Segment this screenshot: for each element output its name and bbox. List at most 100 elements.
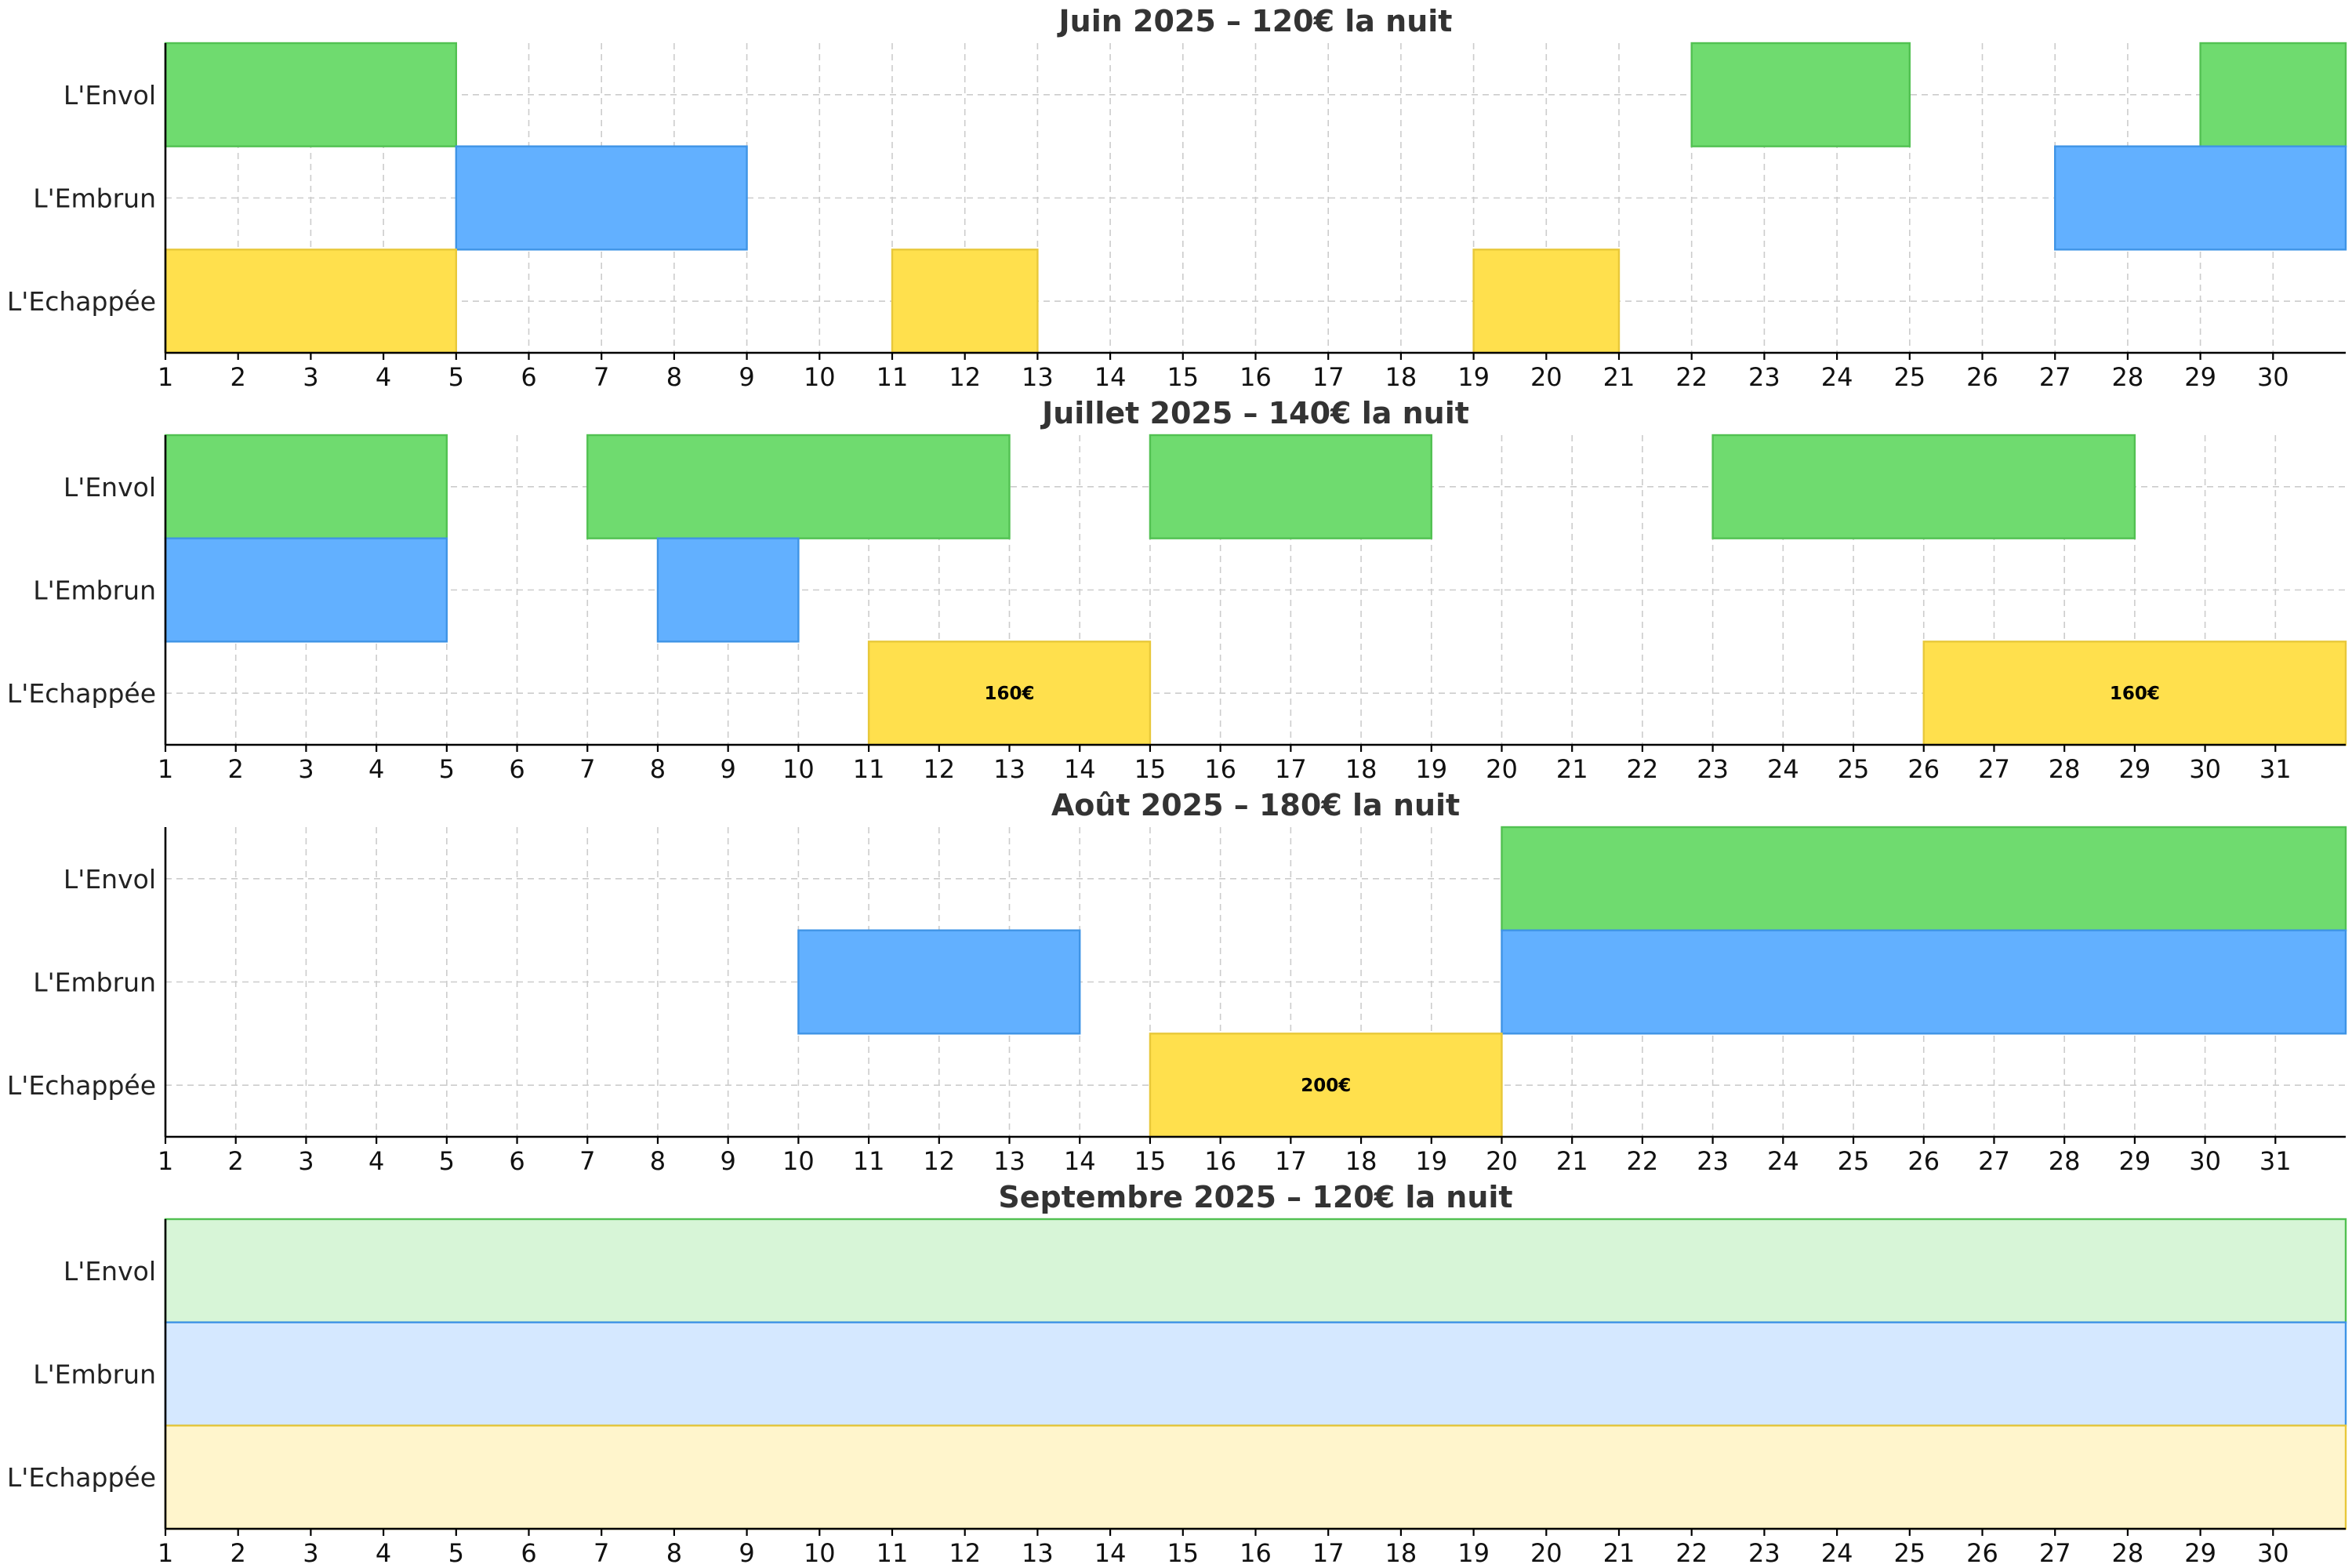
x-tick-label: 6 [521, 362, 536, 392]
booking-bar [1149, 434, 1432, 539]
x-tick-label: 18 [1345, 1146, 1377, 1176]
panel-title: Juillet 2025 – 140€ la nuit [1040, 396, 1469, 430]
x-tick-label: 16 [1204, 1146, 1236, 1176]
x-tick-label: 8 [666, 1538, 682, 1568]
x-tick-label: 22 [1675, 1538, 1708, 1568]
x-tick-label: 17 [1312, 1538, 1345, 1568]
x-tick-label: 18 [1345, 754, 1377, 784]
x-tick-label: 9 [739, 362, 754, 392]
x-tick-label: 9 [720, 754, 735, 784]
x-tick-label: 27 [1978, 1146, 2010, 1176]
x-tick-label: 6 [509, 754, 524, 784]
x-tick-label: 20 [1486, 1146, 1518, 1176]
x-tick-label: 12 [949, 362, 981, 392]
x-tick-label: 24 [1821, 1538, 1853, 1568]
x-tick-label: 29 [2119, 754, 2151, 784]
x-tick-label: 26 [1907, 1146, 1940, 1176]
x-tick-label: 23 [1697, 754, 1729, 784]
x-tick-label: 3 [303, 362, 318, 392]
booking-bar [2199, 42, 2347, 147]
x-tick-label: 5 [448, 1538, 464, 1568]
x-tick-label: 7 [579, 1146, 595, 1176]
x-tick-label: 11 [853, 754, 885, 784]
x-tick-label: 3 [303, 1538, 318, 1568]
booking-bar [1711, 434, 2136, 539]
x-tick-label: 23 [1748, 362, 1780, 392]
booking-price-label: 160€ [2110, 684, 2160, 704]
x-tick-label: 1 [158, 754, 173, 784]
x-tick-label: 15 [1167, 362, 1199, 392]
x-tick-label: 14 [1064, 754, 1096, 784]
x-tick-label: 1 [158, 362, 173, 392]
x-tick-label: 2 [228, 754, 244, 784]
x-tick-label: 5 [439, 1146, 455, 1176]
room-label: L'Embrun [33, 575, 156, 606]
x-tick-label: 28 [2049, 754, 2081, 784]
booking-bar [797, 929, 1081, 1035]
x-tick-label: 19 [1457, 362, 1490, 392]
x-tick-label: 11 [877, 362, 909, 392]
booking-bar [164, 42, 457, 147]
x-tick-label: 25 [1838, 1146, 1870, 1176]
booking-bar [867, 641, 1152, 746]
x-tick-label: 24 [1767, 1146, 1799, 1176]
x-tick-label: 30 [2189, 1146, 2221, 1176]
room-label: L'Envol [64, 80, 156, 111]
panel-3: Août 2025 – 180€ la nuit 200€ L'Envol L'Emb… [7, 788, 2347, 1176]
x-tick-label: 18 [1385, 1538, 1417, 1568]
x-tick-label: 14 [1094, 362, 1127, 392]
x-tick-label: 13 [1022, 1538, 1054, 1568]
x-tick-label: 30 [2189, 754, 2221, 784]
x-tick-label: 23 [1697, 1146, 1729, 1176]
x-tick-label: 19 [1457, 1538, 1490, 1568]
booking-bar [455, 145, 748, 251]
x-tick-label: 10 [804, 362, 836, 392]
x-tick-label: 3 [298, 754, 314, 784]
booking-bar [2053, 145, 2347, 251]
x-tick-label: 8 [650, 754, 666, 784]
x-tick-label: 10 [782, 1146, 815, 1176]
x-tick-label: 14 [1094, 1538, 1127, 1568]
x-tick-label: 27 [2039, 1538, 2071, 1568]
x-tick-label: 16 [1204, 754, 1236, 784]
x-tick-label: 26 [1966, 1538, 1998, 1568]
room-label: L'Echappée [7, 286, 156, 317]
x-tick-label: 31 [2259, 1146, 2292, 1176]
x-tick-label: 12 [923, 1146, 955, 1176]
x-tick-label: 6 [509, 1146, 524, 1176]
x-tick-label: 1 [158, 1146, 173, 1176]
room-label: L'Envol [64, 1256, 156, 1287]
booking-bar [586, 434, 1011, 539]
x-tick-label: 22 [1675, 362, 1708, 392]
x-tick-label: 30 [2257, 1538, 2289, 1568]
x-tick-label: 29 [2184, 1538, 2216, 1568]
booking-bar [1149, 1033, 1503, 1138]
booking-price-label: 200€ [1301, 1076, 1351, 1096]
booking-price-label: 160€ [985, 684, 1035, 704]
panel-title: Août 2025 – 180€ la nuit [1051, 788, 1460, 822]
booking-bar [1922, 641, 2347, 746]
booking-bar [164, 1321, 2347, 1427]
x-tick-label: 20 [1486, 754, 1518, 784]
x-tick-label: 2 [230, 362, 246, 392]
x-tick-label: 9 [720, 1146, 735, 1176]
x-tick-label: 4 [376, 362, 391, 392]
room-label: L'Echappée [7, 678, 156, 709]
x-tick-label: 29 [2184, 362, 2216, 392]
x-tick-label: 30 [2257, 362, 2289, 392]
booking-bar [1690, 42, 1911, 147]
room-label: L'Envol [64, 472, 156, 503]
x-tick-label: 22 [1627, 754, 1659, 784]
panel-1: Juin 2025 – 120€ la nuit L'Envol L'Embrun L… [7, 4, 2347, 392]
x-tick-label: 4 [368, 754, 384, 784]
x-tick-label: 2 [228, 1146, 244, 1176]
room-label: L'Envol [64, 864, 156, 895]
x-tick-label: 19 [1415, 1146, 1447, 1176]
x-tick-label: 24 [1821, 362, 1853, 392]
x-tick-label: 1 [158, 1538, 173, 1568]
x-tick-label: 26 [1966, 362, 1998, 392]
booking-bar [164, 434, 448, 539]
x-tick-label: 20 [1530, 362, 1563, 392]
booking-bar [1472, 249, 1621, 354]
